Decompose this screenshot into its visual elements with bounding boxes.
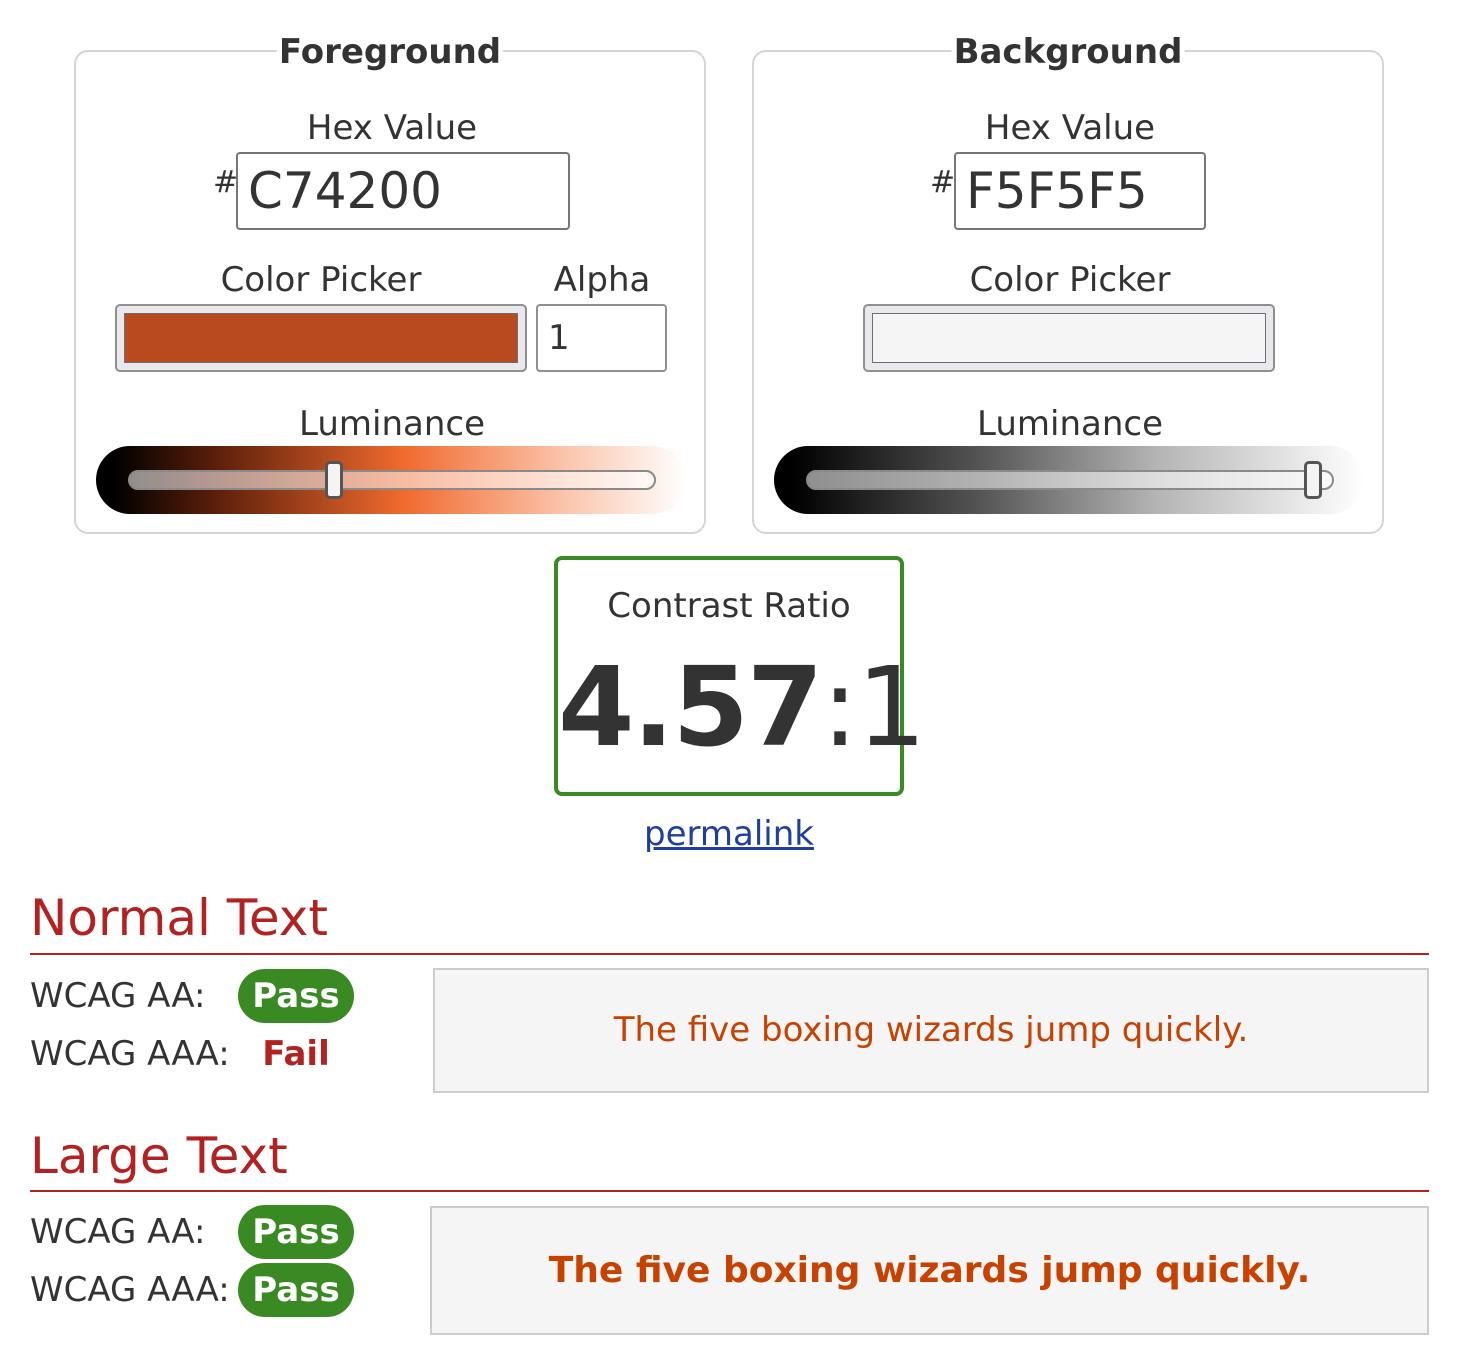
background-panel: Background Hex Value # F5F5F5 Color Pick… bbox=[752, 30, 1384, 534]
large-text-heading: Large Text bbox=[30, 1127, 288, 1185]
normal-wcag-aaa-label: WCAG AAA: bbox=[30, 1034, 230, 1074]
foreground-color-picker-label: Color Picker bbox=[220, 260, 422, 300]
foreground-luminance-slider[interactable] bbox=[96, 446, 686, 514]
normal-wcag-aa-badge: Pass bbox=[238, 969, 354, 1023]
background-luminance-label: Luminance bbox=[976, 404, 1164, 444]
foreground-luminance-thumb[interactable] bbox=[324, 461, 343, 499]
contrast-ratio-label: Contrast Ratio bbox=[607, 586, 851, 626]
background-luminance-thumb[interactable] bbox=[1303, 461, 1322, 499]
contrast-ratio-number: 4.57 bbox=[558, 643, 823, 771]
normal-text-sample: The five boxing wizards jump quickly. bbox=[433, 968, 1429, 1093]
background-hex-label: Hex Value bbox=[984, 108, 1156, 148]
contrast-ratio-value: 4.57:1 bbox=[558, 642, 926, 772]
contrast-ratio-suffix: 1 bbox=[856, 643, 926, 771]
background-color-picker-label: Color Picker bbox=[969, 260, 1171, 300]
foreground-legend: Foreground bbox=[276, 30, 504, 74]
large-wcag-aaa-badge: Pass bbox=[238, 1263, 354, 1317]
foreground-color-swatch bbox=[124, 313, 518, 363]
foreground-hex-input[interactable]: C74200 bbox=[236, 152, 570, 230]
alpha-label: Alpha bbox=[553, 260, 651, 300]
background-legend: Background bbox=[951, 30, 1185, 74]
foreground-color-picker[interactable] bbox=[115, 304, 527, 372]
large-text-sample: The five boxing wizards jump quickly. bbox=[430, 1206, 1429, 1335]
alpha-input[interactable]: 1 bbox=[536, 304, 667, 372]
foreground-luminance-track[interactable] bbox=[128, 470, 656, 490]
background-hex-input[interactable]: F5F5F5 bbox=[954, 152, 1206, 230]
background-hash: # bbox=[930, 165, 956, 200]
large-wcag-aa-label: WCAG AA: bbox=[30, 1212, 206, 1252]
background-luminance-slider[interactable] bbox=[774, 446, 1364, 514]
large-wcag-aa-badge: Pass bbox=[238, 1205, 354, 1259]
foreground-hex-label: Hex Value bbox=[306, 108, 478, 148]
normal-wcag-aa-label: WCAG AA: bbox=[30, 976, 206, 1016]
foreground-luminance-label: Luminance bbox=[298, 404, 486, 444]
foreground-hash: # bbox=[213, 165, 239, 200]
foreground-panel: Foreground Hex Value # C74200 Color Pick… bbox=[74, 30, 706, 534]
normal-wcag-aaa-badge: Fail bbox=[262, 1034, 330, 1074]
permalink-container: permalink bbox=[0, 812, 1458, 856]
contrast-ratio-separator: : bbox=[821, 643, 858, 771]
background-color-picker[interactable] bbox=[863, 304, 1275, 372]
normal-text-heading: Normal Text bbox=[30, 889, 328, 947]
background-color-swatch bbox=[872, 313, 1266, 363]
large-text-divider bbox=[30, 1190, 1429, 1192]
background-luminance-track[interactable] bbox=[806, 470, 1334, 490]
contrast-ratio-box: Contrast Ratio 4.57:1 bbox=[554, 556, 926, 796]
normal-text-divider bbox=[30, 953, 1429, 955]
large-wcag-aaa-label: WCAG AAA: bbox=[30, 1270, 230, 1310]
permalink-link[interactable]: permalink bbox=[644, 814, 814, 854]
